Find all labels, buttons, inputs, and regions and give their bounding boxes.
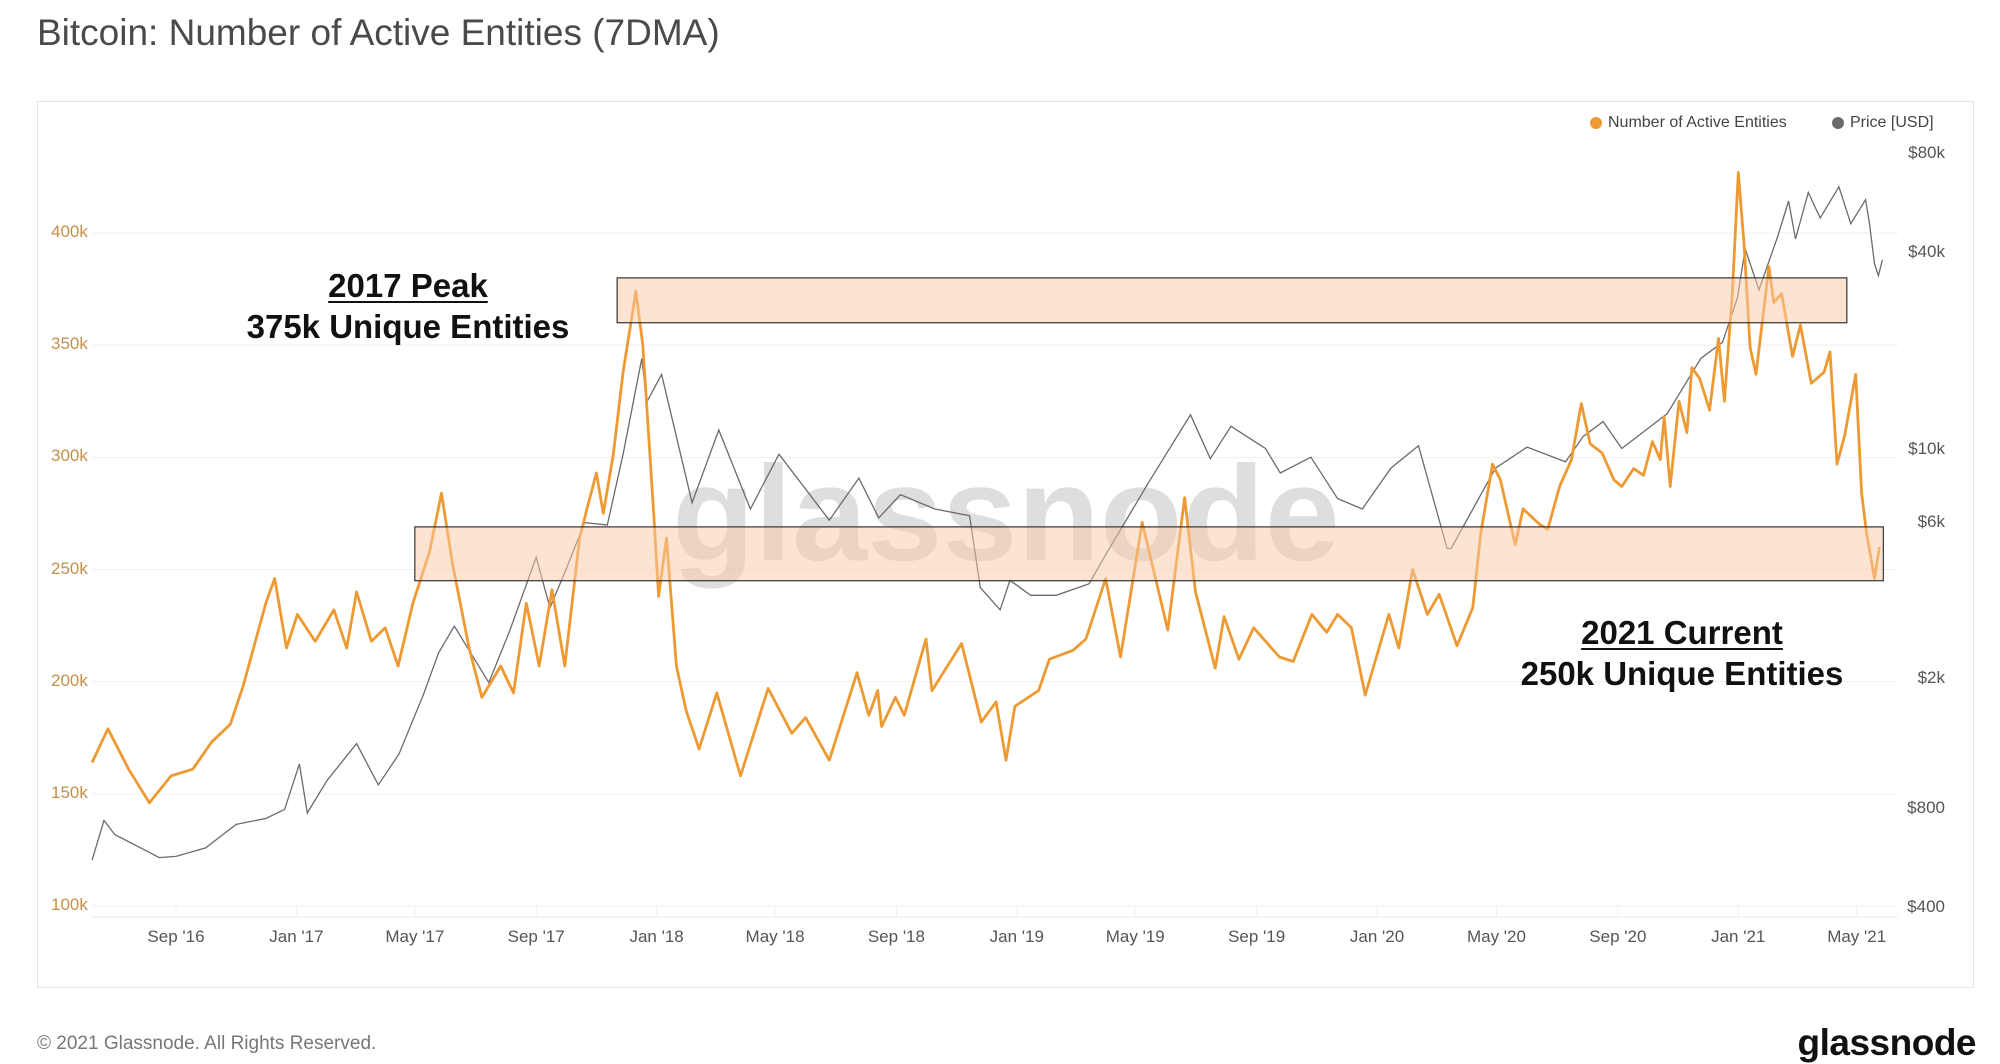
copyright-text: © 2021 Glassnode. All Rights Reserved.: [37, 1033, 377, 1054]
x-axis-tick-label: Jan '21: [1711, 927, 1766, 946]
left-axis-tick-label: 100k: [51, 895, 88, 914]
x-axis-tick-label: Jan '18: [629, 927, 684, 946]
x-axis-tick-label: May '20: [1466, 927, 1526, 946]
annotation-subtitle: 375k Unique Entities: [246, 308, 570, 345]
right-axis-tick-label: $6k: [1917, 511, 1945, 531]
right-axis-tick-label: $10k: [1908, 438, 1945, 458]
x-axis-tick-label: May '21: [1827, 927, 1887, 946]
legend-item-entities[interactable]: Number of Active Entities: [1590, 114, 1787, 132]
left-axis-tick-label: 150k: [51, 782, 88, 802]
gridlines: [92, 232, 1898, 907]
x-axis-tick-label: Sep '17: [507, 927, 565, 946]
x-axis-tick-label: Sep '16: [147, 927, 205, 946]
legend-dot-orange-icon: [1590, 117, 1602, 129]
x-axis-tick-label: Jan '19: [989, 927, 1044, 946]
x-axis-tick-label: Jan '20: [1349, 927, 1405, 946]
annotation-subtitle: 250k Unique Entities: [1520, 655, 1844, 692]
left-axis-tick-label: 250k: [51, 558, 88, 578]
glassnode-logo[interactable]: glassnode: [1797, 1022, 1977, 1063]
legend-dot-gray-icon: [1832, 117, 1844, 129]
active-entities-series-line: [90, 171, 1881, 805]
x-axis-tick-label: May '17: [385, 927, 445, 946]
annotation-2021-current: 2021 Current 250k Unique Entities: [1432, 612, 1932, 694]
x-axis-tick-label: Sep '19: [1228, 927, 1286, 946]
x-axis-tick-label: May '19: [1105, 927, 1165, 946]
highlight-band: [414, 526, 1884, 582]
legend-item-price[interactable]: Price [USD]: [1832, 114, 1934, 132]
chart-container: [37, 101, 1974, 988]
chart-title: Bitcoin: Number of Active Entities (7DMA…: [37, 12, 720, 53]
left-axis-tick-label: 300k: [51, 446, 88, 466]
annotation-title: 2021 Current: [1581, 614, 1783, 651]
x-axis-tick-label: May '18: [745, 927, 805, 946]
left-axis-tick-label: 400k: [51, 222, 88, 241]
legend-label: Number of Active Entities: [1608, 114, 1787, 131]
x-axis-tick-label: Jan '17: [269, 927, 324, 946]
highlight-bands: [414, 277, 1884, 582]
right-axis-tick-label: $400: [1907, 897, 1945, 916]
x-axis-tick-label: Sep '20: [1589, 927, 1647, 946]
annotation-title: 2017 Peak: [328, 267, 488, 304]
right-axis-tick-label: $2k: [1917, 667, 1945, 687]
right-axis-tick-label: $40k: [1908, 241, 1945, 261]
highlight-band: [616, 277, 1848, 324]
left-axis-tick-label: 200k: [51, 670, 88, 690]
annotation-2017-peak: 2017 Peak 375k Unique Entities: [158, 265, 658, 347]
right-axis-tick-label: $800: [1907, 798, 1945, 818]
x-axis-tick-label: Sep '18: [867, 927, 925, 946]
right-axis-tick-label: $80k: [1908, 142, 1945, 162]
legend-label: Price [USD]: [1850, 114, 1934, 131]
x-tick-marks: [92, 906, 1898, 918]
left-axis-tick-label: 350k: [51, 334, 88, 354]
